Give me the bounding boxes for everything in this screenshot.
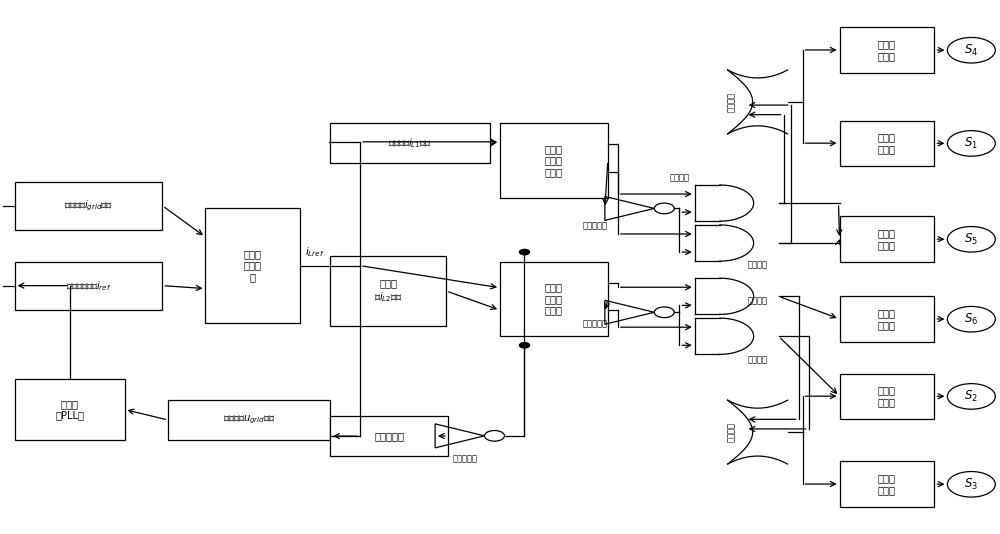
Text: 第二驱
动电路: 第二驱 动电路: [878, 386, 896, 407]
Text: 锁相环
（PLL）: 锁相环 （PLL）: [55, 399, 84, 420]
Text: 进网电流给定$i_{ref}$: 进网电流给定$i_{ref}$: [66, 279, 111, 293]
Text: 第五驱
动电路: 第五驱 动电路: [878, 228, 896, 250]
Text: 进网电
流调节
器: 进网电 流调节 器: [244, 249, 262, 282]
Text: 第一滩
环电流
比较器: 第一滩 环电流 比较器: [545, 144, 563, 177]
FancyBboxPatch shape: [330, 416, 448, 456]
Text: $S_3$: $S_3$: [964, 477, 978, 492]
FancyBboxPatch shape: [840, 216, 934, 262]
FancyBboxPatch shape: [840, 296, 934, 342]
FancyBboxPatch shape: [15, 262, 162, 310]
FancyBboxPatch shape: [330, 256, 446, 326]
FancyBboxPatch shape: [205, 208, 300, 323]
Text: 第二与门: 第二与门: [748, 261, 768, 270]
Text: 第二或门: 第二或门: [727, 92, 736, 112]
Text: 第二反相器: 第二反相器: [582, 222, 607, 231]
FancyBboxPatch shape: [840, 27, 934, 73]
Text: $S_5$: $S_5$: [964, 232, 978, 247]
FancyBboxPatch shape: [15, 182, 162, 230]
Text: 进网电流$i_{grid}$采样: 进网电流$i_{grid}$采样: [64, 199, 113, 213]
Text: $i_{Lref}$: $i_{Lref}$: [305, 246, 325, 260]
Text: $S_1$: $S_1$: [964, 136, 978, 151]
Circle shape: [519, 249, 529, 255]
Text: $S_4$: $S_4$: [964, 43, 978, 58]
FancyBboxPatch shape: [330, 123, 490, 163]
FancyBboxPatch shape: [840, 461, 934, 507]
Text: 第三驱
动电路: 第三驱 动电路: [878, 473, 896, 495]
Text: 第三反相器: 第三反相器: [582, 319, 607, 328]
Text: 电感电
流$i_{L2}$采样: 电感电 流$i_{L2}$采样: [374, 278, 403, 304]
FancyBboxPatch shape: [168, 400, 330, 440]
Text: 过零比较器: 过零比较器: [374, 431, 404, 441]
Text: 第一或门: 第一或门: [727, 422, 736, 442]
Text: 第一与门: 第一与门: [670, 174, 690, 183]
Text: $S_2$: $S_2$: [964, 389, 978, 404]
Text: 第三与门: 第三与门: [748, 296, 768, 305]
Text: $S_6$: $S_6$: [964, 312, 978, 327]
FancyBboxPatch shape: [840, 121, 934, 166]
Text: 电网电压$u_{grid}$采样: 电网电压$u_{grid}$采样: [223, 414, 276, 426]
FancyBboxPatch shape: [500, 123, 608, 198]
Text: 第二滩
环电流
比较器: 第二滩 环电流 比较器: [545, 282, 563, 316]
FancyBboxPatch shape: [15, 379, 125, 440]
Text: 第一反相器: 第一反相器: [453, 454, 478, 464]
FancyBboxPatch shape: [840, 373, 934, 419]
Text: 第六驱
动电路: 第六驱 动电路: [878, 308, 896, 329]
Text: 第四驱
动电路: 第四驱 动电路: [878, 39, 896, 61]
FancyBboxPatch shape: [500, 262, 608, 336]
Circle shape: [519, 343, 529, 348]
Text: 第四与门: 第四与门: [748, 355, 768, 364]
Text: 第一驱
动电路: 第一驱 动电路: [878, 132, 896, 154]
Text: 电感电流$i_{L1}$采样: 电感电流$i_{L1}$采样: [388, 136, 432, 150]
